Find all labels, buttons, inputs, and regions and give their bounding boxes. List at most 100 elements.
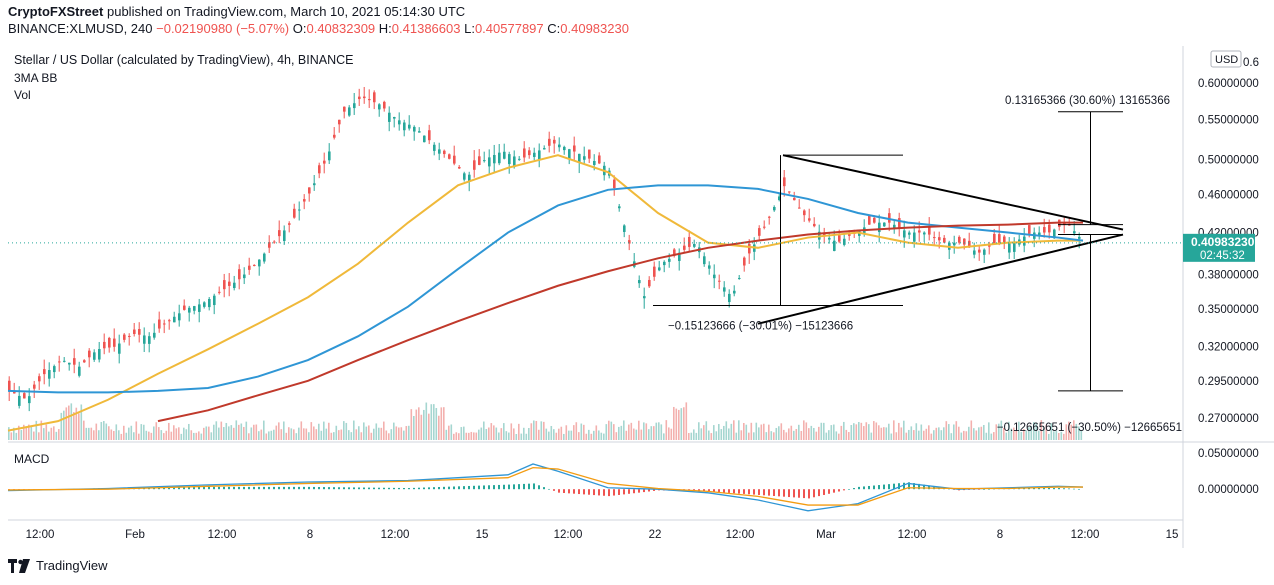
upper-measure-label: 0.13165366 (30.60%) 13165366 — [1005, 95, 1170, 107]
open-label: O: — [292, 21, 307, 36]
volume-bar — [605, 424, 608, 440]
macd-histogram-bar — [368, 487, 370, 490]
volume-bar — [853, 423, 855, 440]
macd-histogram-bar — [313, 486, 315, 490]
macd-histogram-bar — [743, 489, 745, 494]
footer-brand[interactable]: TradingView — [36, 558, 108, 573]
candle-body — [868, 215, 871, 225]
legend-volume[interactable]: Vol — [14, 88, 31, 102]
macd-histogram-bar — [373, 487, 375, 490]
candle-body — [418, 131, 421, 133]
volume-bar — [715, 431, 718, 440]
volume-bar — [358, 426, 360, 440]
legend-macd[interactable]: MACD — [14, 452, 50, 466]
macd-histogram-bar — [898, 483, 900, 490]
candle-body — [383, 101, 386, 109]
volume-bar — [970, 420, 973, 440]
macd-histogram-bar — [193, 487, 195, 490]
candle-body — [768, 216, 771, 218]
candle-body — [468, 174, 471, 182]
volume-bar — [113, 430, 115, 440]
candle-body — [888, 213, 891, 223]
candle-body — [63, 360, 66, 362]
candle-body — [963, 238, 966, 245]
candle-body — [748, 243, 751, 254]
candle-body — [848, 233, 851, 236]
volume-bar — [1018, 421, 1020, 440]
volume-bar — [270, 430, 273, 440]
low-value: 0.40577897 — [474, 21, 544, 36]
candle-body — [458, 166, 461, 169]
volume-bar — [1053, 431, 1055, 440]
volume-bar — [595, 425, 598, 440]
volume-bar — [1028, 427, 1030, 440]
volume-bar — [518, 423, 520, 440]
macd-histogram-bar — [518, 484, 520, 490]
publish-line: CryptoFXStreet published on TradingView.… — [8, 4, 465, 19]
candle-body — [443, 150, 446, 155]
candle-body — [568, 149, 571, 160]
volume-bar — [278, 422, 280, 440]
macd-histogram-bar — [468, 485, 470, 490]
candle-body — [713, 274, 716, 279]
volume-bar — [993, 432, 995, 440]
volume-bar — [935, 427, 938, 440]
macd-histogram-bar — [473, 485, 475, 490]
candle-body — [718, 280, 721, 282]
volume-bar — [433, 404, 435, 440]
macd-histogram-bar — [823, 489, 825, 495]
chart-canvas[interactable]: −0.15123666 (−30.01%) −15123666 0.1316536… — [0, 42, 1274, 552]
volume-bar — [1033, 422, 1035, 440]
candle-body — [333, 134, 336, 138]
volume-bar — [205, 426, 208, 440]
candle-body — [1043, 227, 1046, 233]
volume-bar — [495, 427, 498, 440]
volume-bar — [343, 421, 345, 440]
volume-bar — [535, 420, 538, 440]
candle-body — [778, 196, 781, 201]
publisher-name[interactable]: CryptoFXStreet — [8, 4, 104, 19]
macd-histogram-bar — [538, 485, 540, 490]
volume-bar — [703, 425, 705, 440]
candle-body — [883, 222, 886, 227]
volume-bar — [550, 425, 553, 440]
candle-body — [533, 152, 536, 157]
volume-bar — [238, 424, 240, 440]
volume-bar — [275, 425, 278, 440]
macd-histogram-bar — [363, 487, 365, 490]
volume-bar — [810, 425, 813, 440]
candle-body — [478, 156, 481, 165]
volume-bar — [338, 430, 340, 440]
volume-bar — [520, 433, 523, 440]
volume-bar — [513, 428, 515, 440]
volume-bar — [678, 409, 680, 440]
macd-histogram-bar — [623, 489, 625, 495]
volume-bar — [830, 425, 833, 440]
macd-histogram-bar — [888, 484, 890, 490]
macd-histogram-bar — [583, 489, 585, 495]
price-tick-label: 0.55000000 — [1198, 114, 1259, 126]
volume-bar — [905, 432, 908, 440]
volume-bar — [775, 427, 778, 440]
candle-body — [198, 304, 201, 312]
volume-bar — [1078, 426, 1080, 440]
candle-body — [248, 265, 251, 270]
volume-bar — [625, 430, 628, 440]
volume-bar — [770, 431, 773, 440]
macd-histogram-bar — [818, 489, 820, 497]
volume-bar — [663, 433, 665, 440]
volume-bar — [633, 428, 635, 440]
volume-bar — [643, 422, 645, 440]
macd-histogram-bar — [988, 488, 990, 490]
volume-bar — [408, 425, 410, 440]
legend-indicator[interactable]: 3MA BB — [14, 71, 58, 85]
candle-body — [33, 384, 36, 389]
currency-button[interactable] — [1210, 50, 1242, 68]
candle-body — [1053, 229, 1056, 239]
volume-bar — [460, 427, 463, 440]
volume-bar — [673, 406, 675, 440]
macd-histogram-bar — [793, 489, 795, 498]
volume-bar — [985, 432, 988, 440]
volume-bar — [645, 423, 648, 440]
volume-bar — [915, 423, 918, 440]
